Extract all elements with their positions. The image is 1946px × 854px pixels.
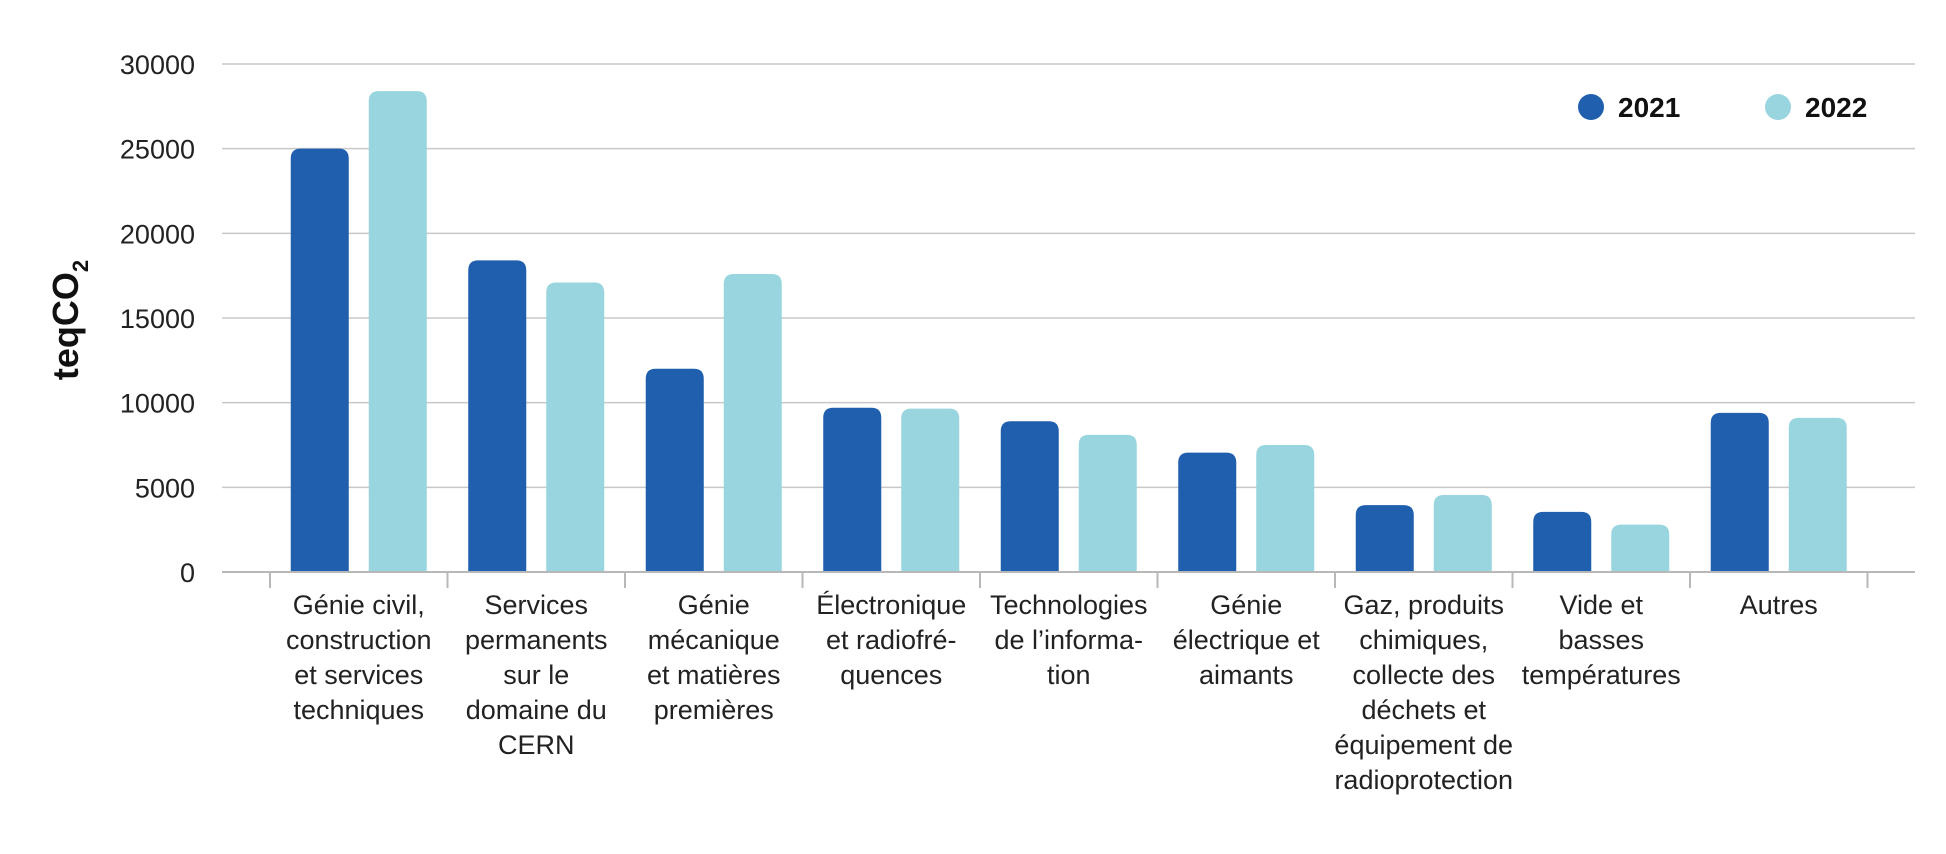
x-category-label-line: Technologies bbox=[990, 590, 1148, 620]
bar-2022-2 bbox=[546, 282, 605, 572]
bar-2022-1 bbox=[368, 91, 427, 573]
x-category-label-line: Gaz, produits bbox=[1343, 590, 1504, 620]
x-category-label-line: températures bbox=[1522, 660, 1681, 690]
x-category-label-line: Génie civil, bbox=[293, 590, 425, 620]
bar-2021-7 bbox=[1355, 505, 1414, 572]
x-category-label-line: collecte des bbox=[1352, 660, 1495, 690]
y-tick-label: 15000 bbox=[120, 304, 195, 334]
x-category-label-line: techniques bbox=[293, 695, 424, 725]
x-category-label-line: domaine du bbox=[466, 695, 607, 725]
bar-2021-5 bbox=[1000, 421, 1059, 572]
y-tick-label: 5000 bbox=[135, 473, 195, 503]
x-category-label-line: aimants bbox=[1199, 660, 1294, 690]
x-category-label: Technologies de l’informa-tion bbox=[990, 590, 1148, 690]
legend-label-2021: 2021 bbox=[1618, 92, 1680, 123]
x-category-label-line: équipement de bbox=[1334, 730, 1513, 760]
x-category-labels: Génie civil, construction et services techn… bbox=[286, 590, 1818, 795]
x-category-label: Vide et basses températures bbox=[1522, 590, 1681, 690]
bar-2021-6 bbox=[1178, 452, 1237, 572]
x-category-label: Électronique et radiofré-quences bbox=[816, 590, 966, 690]
y-tick-labels: 0 5000 10000 15000 20000 25000 30000 bbox=[120, 50, 195, 588]
bar-2021-1 bbox=[290, 148, 349, 572]
x-category-label-line: sur le bbox=[503, 660, 569, 690]
x-category-label-line: Génie bbox=[1210, 590, 1282, 620]
x-category-label-line: et radiofré- bbox=[826, 625, 957, 655]
y-axis-title-main: teqCO bbox=[45, 272, 86, 380]
legend-swatch-2022 bbox=[1765, 94, 1791, 120]
bar-2022-8 bbox=[1611, 524, 1670, 572]
x-category-label-line: déchets et bbox=[1361, 695, 1486, 725]
bar-2022-4 bbox=[901, 408, 960, 572]
x-category-label-line: Génie bbox=[678, 590, 750, 620]
y-axis-title-subscript: 2 bbox=[68, 260, 93, 272]
bar-2022-5 bbox=[1078, 434, 1137, 572]
x-category-label-line: et matières bbox=[647, 660, 781, 690]
x-category-label-line: chimiques, bbox=[1359, 625, 1488, 655]
x-category-label-line: quences bbox=[840, 660, 942, 690]
x-category-label-line: mécanique bbox=[648, 625, 780, 655]
bar-2022-7 bbox=[1433, 494, 1492, 572]
bar-2022-3 bbox=[723, 273, 782, 572]
y-tick-label: 20000 bbox=[120, 219, 195, 249]
y-axis-title: teqCO2 bbox=[45, 260, 93, 380]
x-axis bbox=[222, 571, 1915, 588]
y-tick-label: 30000 bbox=[120, 50, 195, 80]
legend: 2021 2022 bbox=[1578, 92, 1867, 123]
y-tick-label: 10000 bbox=[120, 389, 195, 419]
x-category-label: Gaz, produits chimiques, collecte des déche… bbox=[1334, 590, 1513, 795]
bar-2021-9 bbox=[1710, 412, 1769, 572]
legend-label-2022: 2022 bbox=[1805, 92, 1867, 123]
x-category-label: Génie civil, construction et services techn… bbox=[286, 590, 432, 725]
x-category-label: Génie électrique et aimants bbox=[1173, 590, 1321, 690]
x-category-label: Génie mécanique et matières premières bbox=[647, 590, 781, 725]
x-category-label-line: basses bbox=[1558, 625, 1644, 655]
bar-2022-9 bbox=[1788, 417, 1847, 572]
x-category-label-line: et services bbox=[294, 660, 423, 690]
x-category-label: Services permanents sur le domaine du CERN bbox=[465, 590, 608, 760]
x-category-label-line: construction bbox=[286, 625, 432, 655]
bar-2021-2 bbox=[468, 260, 527, 572]
x-category-label-line: CERN bbox=[498, 730, 575, 760]
y-tick-label: 0 bbox=[180, 558, 195, 588]
x-category-label-line: radioprotection bbox=[1334, 765, 1513, 795]
x-category-label-line: Électronique bbox=[816, 590, 966, 620]
x-category-label-line: électrique et bbox=[1173, 625, 1321, 655]
x-category-label: Autres bbox=[1740, 590, 1818, 620]
x-category-label-line: permanents bbox=[465, 625, 608, 655]
x-category-label-line: Services bbox=[484, 590, 588, 620]
x-category-label-line: premières bbox=[654, 695, 774, 725]
x-category-label-line: Autres bbox=[1740, 590, 1818, 620]
y-tick-label: 25000 bbox=[120, 135, 195, 165]
bar-2022-6 bbox=[1256, 445, 1315, 572]
bar-2021-8 bbox=[1533, 511, 1592, 572]
x-category-label-line: Vide et bbox=[1559, 590, 1643, 620]
legend-swatch-2021 bbox=[1578, 94, 1604, 120]
bars bbox=[290, 91, 1847, 573]
bar-2021-3 bbox=[645, 368, 704, 572]
x-category-label-line: tion bbox=[1047, 660, 1091, 690]
bar-2021-4 bbox=[823, 407, 882, 572]
x-category-label-line: de l’informa- bbox=[994, 625, 1143, 655]
